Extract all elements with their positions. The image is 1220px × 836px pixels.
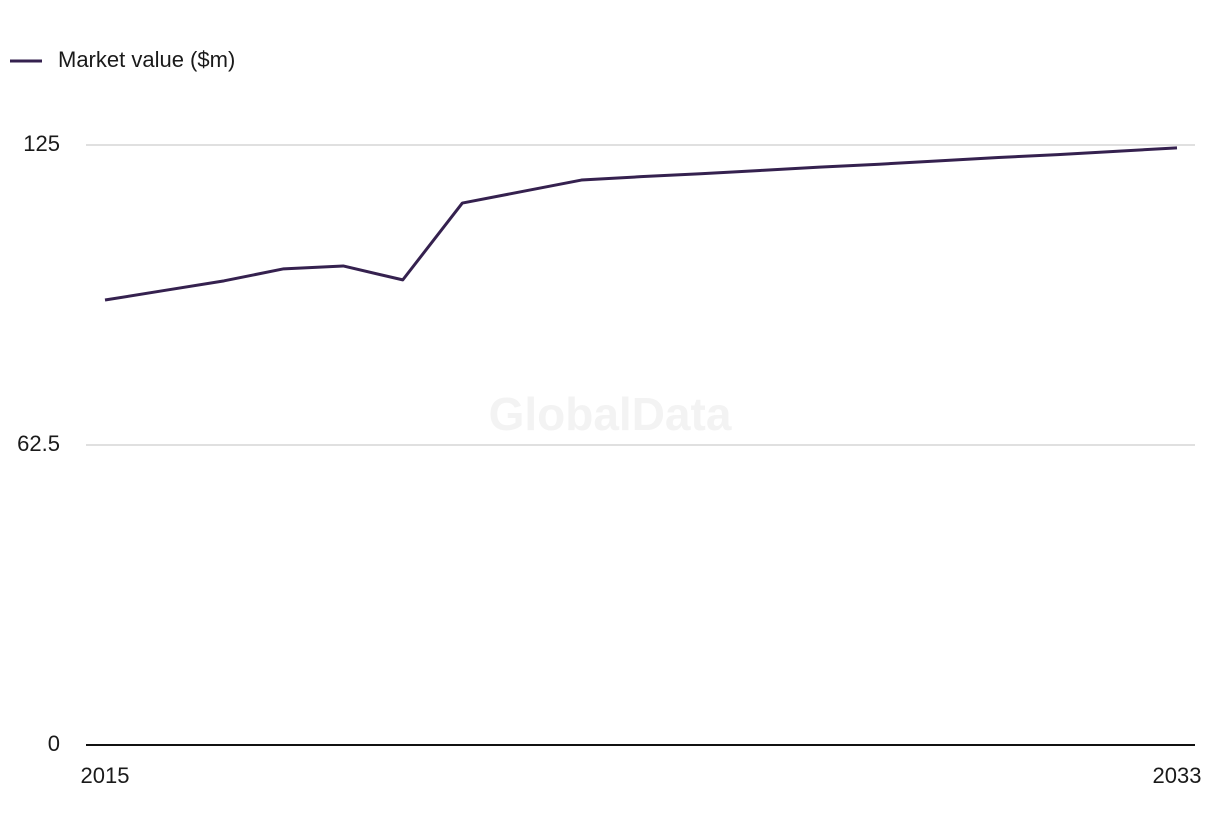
- watermark: GlobalData: [489, 388, 732, 440]
- y-tick-label: 0: [48, 731, 60, 756]
- x-tick-label: 2033: [1153, 763, 1202, 788]
- y-tick-label: 62.5: [17, 431, 60, 456]
- x-tick-label: 2015: [81, 763, 130, 788]
- line-series: [104, 146, 1178, 302]
- legend-label: Market value ($m): [58, 47, 235, 72]
- y-tick-label: 125: [23, 131, 60, 156]
